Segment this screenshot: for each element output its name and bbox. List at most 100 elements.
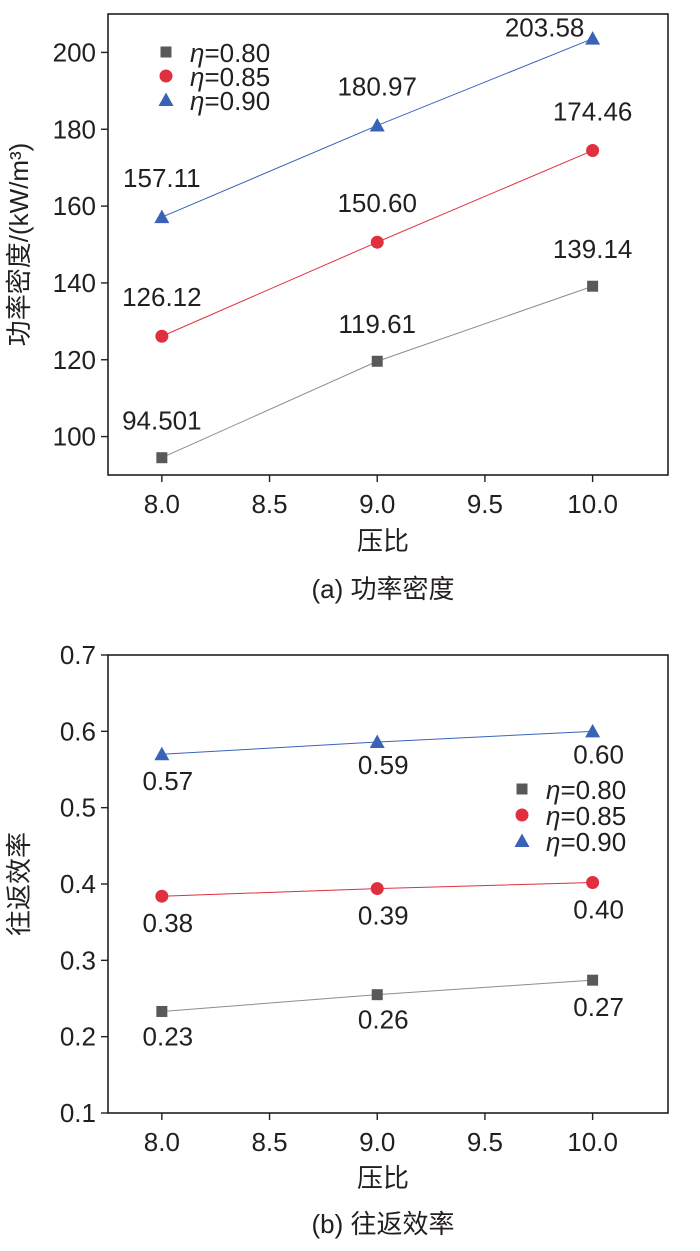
legend-symbol: η [546,775,560,805]
y-tick-label: 100 [53,422,96,452]
legend-symbol: η [546,827,560,857]
legend-symbol: η [190,38,204,68]
data-label: 139.14 [553,234,633,264]
x-tick-label: 8.0 [144,1127,180,1157]
y-tick-label: 0.4 [60,869,96,899]
x-tick-label: 8.5 [251,1127,287,1157]
legend-label: η=0.85 [546,801,626,831]
data-label: 0.26 [358,1005,409,1035]
data-label: 0.23 [143,1021,194,1051]
legend: η=0.80η=0.85η=0.90 [158,38,270,116]
data-point [587,280,599,292]
legend-marker [516,783,528,795]
legend-label: η=0.90 [546,827,626,857]
x-axis-label: 压比 [357,1163,409,1193]
legend: η=0.80η=0.85η=0.90 [514,775,626,857]
legend-symbol: η [190,62,204,92]
figure-caption: (b) 往返效率 [311,1209,454,1239]
data-point [586,144,600,158]
series-1: 0.23 0.26 0.27 [143,974,624,1051]
data-point [155,329,169,343]
data-point [370,882,384,896]
x-tick-label: 10.0 [567,489,618,519]
chart-b: 8.0 8.5 9.0 9.5 10.0 0.1 0.2 0.3 0.4 0.5 0.6 0.7 压比 往… [4,640,669,1239]
legend-marker [515,808,529,822]
data-label: 0.40 [573,894,624,924]
data-label: 0.39 [358,901,409,931]
x-tick-label: 8.5 [251,489,287,519]
legend-marker [514,833,530,847]
x-tick-label: 9.0 [359,1127,395,1157]
data-point [156,1005,168,1017]
chart-a: 8.0 8.5 9.0 9.5 10.0 100 120 140 160 180 200 压比 功率密度… [4,13,669,604]
legend-marker [159,69,173,83]
y-tick-label: 0.5 [60,793,96,823]
plot-frame [107,13,669,476]
data-label: 150.60 [337,188,417,218]
legend-marker [158,92,174,106]
data-label: 0.59 [358,750,409,780]
legend-value: =0.85 [204,62,270,92]
data-label: 126.12 [122,282,202,312]
data-point [154,746,170,761]
data-point [155,889,169,903]
x-tick-label: 10.0 [567,1127,618,1157]
y-tick-label: 0.2 [60,1022,96,1052]
data-point [370,235,384,249]
legend-label: η=0.85 [190,62,270,92]
y-axis-label: 往返效率 [4,832,34,936]
x-tick-label: 9.5 [467,1127,503,1157]
data-point [371,989,383,1001]
y-tick-label: 160 [53,191,96,221]
data-label: 180.97 [337,72,417,102]
legend-value: =0.80 [204,38,270,68]
series-3: 0.57 0.59 0.60 [143,723,624,796]
data-point [585,723,601,738]
data-label: 0.57 [143,766,194,796]
x-tick-label: 8.0 [144,489,180,519]
data-label: 119.61 [338,309,416,339]
x-tick-label: 9.5 [467,489,503,519]
x-axis-label: 压比 [357,526,409,556]
series-3: 157.11 180.97 203.58 [123,13,601,224]
legend-symbol: η [546,801,560,831]
data-label: 157.11 [123,163,201,193]
legend-value: =0.80 [560,775,626,805]
y-tick-label: 0.6 [60,716,96,746]
legend-marker [160,46,172,58]
data-point [369,118,385,132]
data-point [154,209,170,224]
data-label: 94.501 [122,406,202,436]
data-label: 0.38 [143,908,194,938]
legend-value: =0.90 [560,827,626,857]
data-point [369,734,385,749]
legend-symbol: η [190,86,204,116]
legend-value: =0.90 [204,86,270,116]
data-point [156,452,168,464]
y-tick-label: 120 [53,345,96,375]
series-2: 0.38 0.39 0.40 [143,875,624,938]
data-point [585,31,601,45]
x-tick-label: 9.0 [359,489,395,519]
y-tick-label: 200 [53,37,96,67]
legend-value: =0.85 [560,801,626,831]
figure-caption: (a) 功率密度 [311,574,454,604]
legend-label: η=0.90 [190,86,270,116]
data-point [371,355,383,367]
series-1: 94.501 119.61 139.14 [122,234,633,464]
series-2: 126.12 150.60 174.46 [122,97,632,343]
y-tick-label: 180 [53,114,96,144]
legend-label: η=0.80 [190,38,270,68]
legend-label: η=0.80 [546,775,626,805]
y-tick-label: 0.7 [60,640,96,670]
y-tick-label: 0.3 [60,945,96,975]
data-label: 0.27 [573,992,624,1022]
data-point [586,875,600,889]
data-label: 203.58 [505,13,585,43]
y-axis-label: 功率密度/(kW/m³) [4,143,34,347]
y-tick-label: 0.1 [60,1098,96,1128]
data-label: 174.46 [553,97,633,127]
y-tick-label: 140 [53,268,96,298]
data-point [587,974,599,986]
